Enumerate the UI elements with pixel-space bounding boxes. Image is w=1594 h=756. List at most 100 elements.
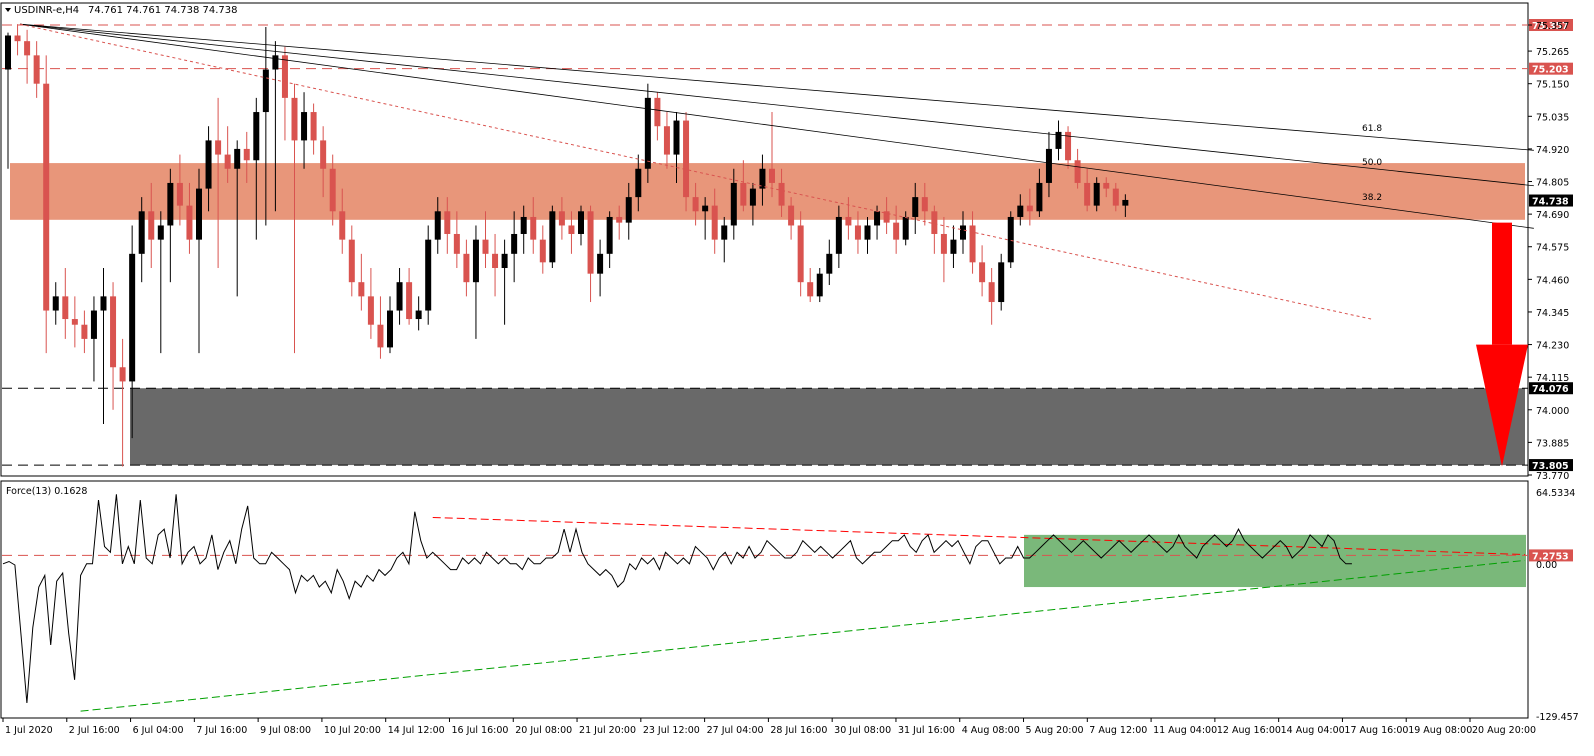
y-tick-label: 74.115	[1536, 373, 1569, 384]
candle-body	[1007, 216, 1014, 263]
candle-body	[434, 211, 441, 240]
candle-body	[587, 211, 594, 274]
candle-body	[616, 216, 623, 223]
candle-body	[33, 55, 40, 84]
candle-body	[367, 296, 374, 325]
y-tick-label: 73.885	[1536, 438, 1569, 449]
candle-body	[835, 216, 842, 254]
down-arrow-head	[1476, 344, 1528, 467]
y-tick-label: 75.035	[1536, 112, 1569, 123]
candle-body	[940, 233, 947, 254]
candle-body	[902, 216, 909, 240]
candle-body	[425, 239, 432, 311]
fib-label: 50.0	[1362, 158, 1382, 168]
level-label: 73.805	[1532, 461, 1569, 472]
y-tick-label: 74.575	[1536, 243, 1569, 254]
y-tick-label: 74.230	[1536, 341, 1569, 352]
candle-body	[110, 296, 117, 368]
candle-body	[644, 97, 651, 169]
candle-body	[1036, 182, 1043, 212]
candle-body	[339, 211, 346, 240]
fib-label: 61.8	[1362, 124, 1382, 134]
candle-body	[816, 273, 823, 297]
candle-body	[845, 216, 852, 226]
candle-body	[176, 182, 183, 206]
candle-body	[406, 282, 413, 320]
x-tick-label: 9 Jul 08:00	[260, 725, 311, 736]
candle-body	[578, 211, 584, 234]
candle-body	[874, 211, 881, 226]
candle-body	[387, 310, 393, 348]
y-tick-label: 74.460	[1536, 275, 1569, 286]
candle-body	[482, 239, 489, 254]
candle-body	[492, 253, 499, 269]
fib-label: 38.2	[1362, 193, 1382, 203]
candle-body	[24, 41, 31, 56]
candle-body	[62, 296, 69, 320]
x-tick-label: 17 Aug 16:00	[1344, 725, 1408, 736]
candle-body	[148, 211, 155, 240]
candle-body	[253, 112, 260, 161]
candle-body	[1074, 160, 1081, 183]
oscillator-title: Force(13) 0.1628	[6, 486, 87, 497]
level-label: 75.203	[1532, 65, 1569, 76]
candle-body	[501, 253, 508, 269]
candle-body	[692, 197, 699, 212]
x-tick-label: 28 Jul 16:00	[770, 725, 827, 736]
candle-body	[998, 262, 1005, 303]
candle-body	[520, 216, 527, 234]
candle-body	[272, 55, 279, 70]
candle-body	[358, 282, 365, 297]
fib-line	[19, 23, 1534, 187]
candle-body	[711, 205, 718, 240]
candle-body	[320, 140, 327, 169]
candle-body	[788, 205, 795, 226]
oscillator-y-tick-label: -129.457	[1536, 712, 1579, 723]
candle-body	[71, 319, 78, 325]
x-tick-label: 31 Jul 16:00	[898, 725, 955, 736]
x-tick-label: 20 Aug 20:00	[1472, 725, 1536, 736]
candle-body	[1026, 205, 1033, 212]
oscillator-zone	[1024, 534, 1526, 588]
x-tick-label: 7 Aug 12:00	[1089, 725, 1147, 736]
candle-body	[243, 148, 250, 161]
candle-body	[348, 239, 355, 283]
current-price-bg	[1529, 194, 1573, 207]
candle-body	[1065, 131, 1072, 161]
candle-body	[310, 112, 317, 141]
candle-body	[597, 253, 604, 274]
candle-body	[205, 140, 212, 189]
candle-body	[950, 239, 957, 254]
candle-body	[606, 216, 613, 254]
candle-body	[463, 253, 470, 283]
candle-body	[224, 154, 231, 169]
support-zone	[130, 388, 1525, 466]
candle-body	[654, 97, 661, 127]
candle-body	[683, 120, 690, 198]
chart-title: USDINR-e,H4	[14, 5, 79, 16]
y-tick-label: 73.770	[1536, 471, 1569, 482]
level-label: 74.076	[1532, 384, 1569, 395]
x-tick-label: 30 Jul 08:00	[834, 725, 891, 736]
candle-body	[301, 112, 308, 141]
candle-body	[1093, 182, 1100, 206]
y-tick-label: 74.345	[1536, 308, 1569, 319]
candle-body	[1103, 182, 1110, 189]
candle-body	[530, 216, 537, 240]
candle-body	[14, 35, 21, 42]
oscillator-y-tick-label: 0.00	[1536, 560, 1557, 571]
x-tick-label: 7 Jul 16:00	[196, 725, 247, 736]
candle-body	[453, 233, 460, 254]
candle-body	[635, 168, 642, 198]
y-tick-label: 74.000	[1536, 406, 1569, 417]
candle-body	[931, 211, 938, 234]
candle-body	[5, 35, 11, 70]
candle-body	[100, 296, 107, 311]
candle-body	[167, 182, 174, 226]
ohlc-header: 74.761 74.761 74.738 74.738	[88, 5, 238, 16]
candle-body	[759, 168, 766, 189]
fib-line	[19, 23, 1534, 229]
candle-body	[81, 324, 88, 339]
